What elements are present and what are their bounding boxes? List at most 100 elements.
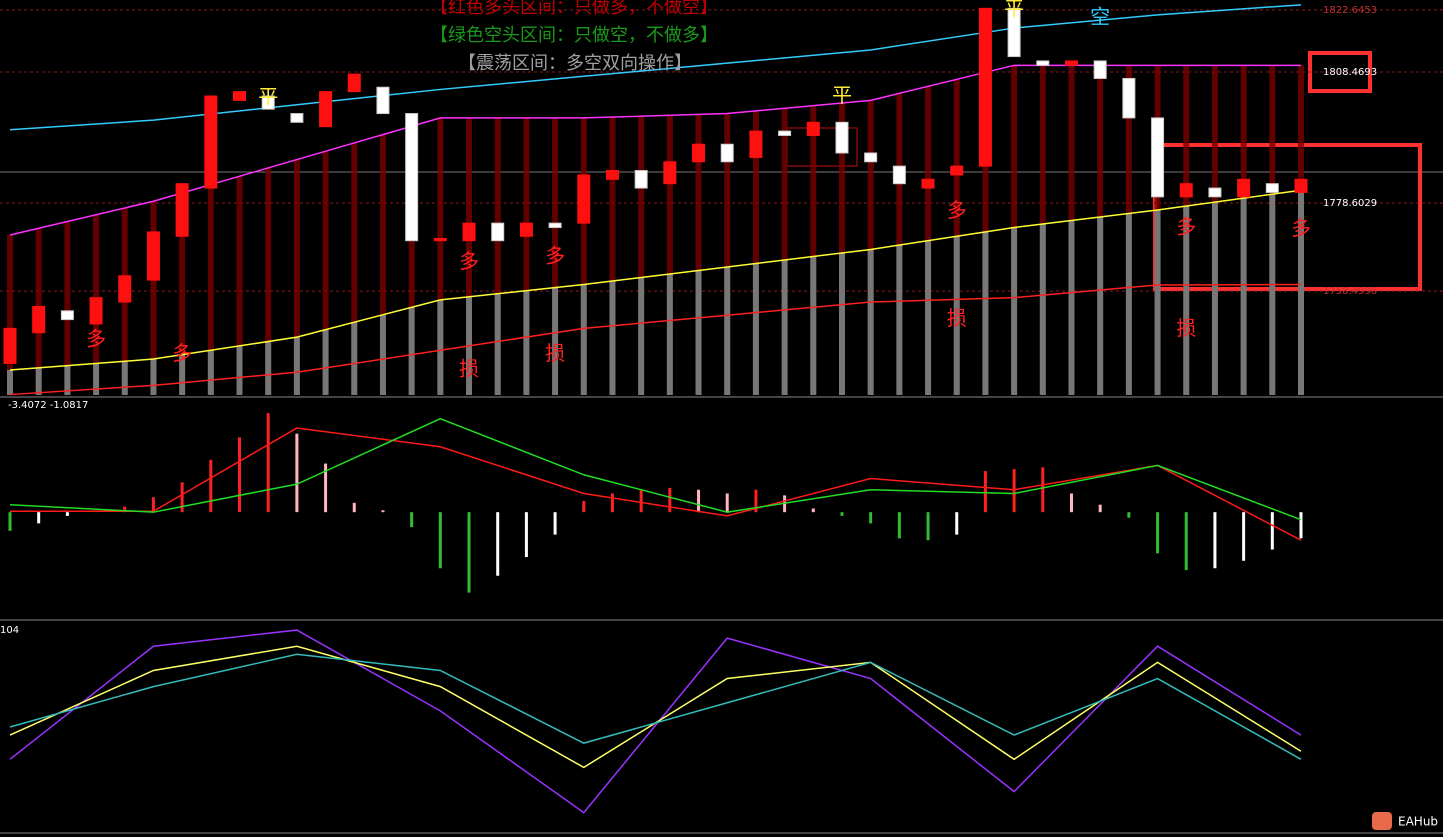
signal-marker: 损 xyxy=(459,357,479,381)
band-stripe xyxy=(1298,190,1304,395)
band-stripe xyxy=(638,277,645,395)
band-stripe xyxy=(207,350,214,395)
candle xyxy=(1093,60,1107,79)
band-stripe xyxy=(1211,202,1218,395)
signal-marker: 平 xyxy=(258,84,278,108)
band-stripe xyxy=(179,354,186,395)
signal-marker: 多 xyxy=(947,198,967,222)
band-stripe xyxy=(293,337,300,395)
zone-stripe xyxy=(752,110,759,395)
candle xyxy=(1151,117,1165,198)
indicator-line xyxy=(9,653,1302,760)
candle xyxy=(433,237,447,242)
zone-stripe xyxy=(666,115,673,395)
candle xyxy=(1122,77,1136,119)
band-stripe xyxy=(379,314,386,395)
candle xyxy=(950,165,964,176)
candle xyxy=(319,91,333,128)
candle xyxy=(634,170,648,189)
indicator-line xyxy=(9,283,1302,396)
candle xyxy=(146,231,160,281)
candle xyxy=(233,91,247,101)
candle xyxy=(663,161,677,185)
candle xyxy=(778,130,792,136)
zone-stripe xyxy=(552,117,559,395)
zone-stripe xyxy=(810,105,817,395)
zone-stripe xyxy=(781,108,788,395)
candle xyxy=(577,174,591,224)
signal-marker: 平 xyxy=(1004,0,1024,21)
band-stripe xyxy=(666,274,673,395)
indicator-line xyxy=(9,189,1302,371)
band-stripe xyxy=(925,240,932,395)
band-stripe xyxy=(580,284,587,395)
zone-stripe xyxy=(265,167,272,395)
zone-stripe xyxy=(7,234,13,395)
candle xyxy=(978,7,992,167)
band-stripe xyxy=(1240,198,1247,395)
legend-note: 【绿色空头区间：只做空，不做多】 xyxy=(430,25,718,46)
candle xyxy=(462,222,476,242)
signal-marker: 损 xyxy=(947,306,967,330)
candle xyxy=(290,113,304,123)
signal-marker: 多 xyxy=(545,243,565,267)
candle xyxy=(1064,60,1078,66)
zone-stripe xyxy=(867,100,874,395)
candle xyxy=(1237,178,1251,198)
candle xyxy=(405,113,419,242)
band-stripe xyxy=(7,370,13,395)
zone-stripe xyxy=(293,159,300,395)
band-stripe xyxy=(838,252,845,395)
zone-stripe xyxy=(322,151,329,395)
candle xyxy=(1036,60,1050,66)
band-stripe xyxy=(552,287,559,395)
zone-stripe xyxy=(437,117,444,395)
zone-stripe xyxy=(236,176,243,395)
zone-stripe xyxy=(523,117,530,395)
band-stripe xyxy=(982,231,989,395)
candle xyxy=(1007,7,1021,58)
zone-stripe xyxy=(609,117,616,395)
candle xyxy=(749,130,763,158)
band-stripe xyxy=(1068,220,1075,395)
band-stripe xyxy=(93,363,100,395)
candle xyxy=(1265,183,1279,193)
zone-stripe xyxy=(64,221,71,395)
band-stripe xyxy=(351,322,358,395)
zone-stripe xyxy=(580,117,587,395)
band-stripe xyxy=(35,367,42,395)
band-stripe xyxy=(265,341,272,395)
legend-note: 【红色多头区间：只做多，不做空】 xyxy=(430,0,718,18)
candle xyxy=(921,178,935,189)
band-stripe xyxy=(1011,227,1018,395)
signal-marker: 多 xyxy=(86,326,106,350)
signal-marker: 多 xyxy=(1176,214,1196,238)
signal-marker: 损 xyxy=(1176,316,1196,340)
band-stripe xyxy=(1269,194,1276,395)
band-stripe xyxy=(1097,217,1104,395)
indicator-line xyxy=(10,427,1302,541)
candle xyxy=(1179,183,1193,198)
zone-stripe xyxy=(638,116,645,396)
candle xyxy=(261,95,275,110)
candle xyxy=(692,143,706,163)
indicator-line xyxy=(9,417,1302,521)
band-stripe xyxy=(1125,213,1132,395)
candle xyxy=(835,121,849,154)
indicator-line xyxy=(9,4,1302,131)
candle xyxy=(175,183,189,237)
zone-stripe xyxy=(408,126,415,396)
legend-note: 【震荡区间：多空双向操作】 xyxy=(458,53,692,74)
band-stripe xyxy=(781,259,788,395)
zone-stripe xyxy=(351,142,358,395)
watermark: EAHub xyxy=(1398,815,1438,829)
band-stripe xyxy=(408,307,415,395)
band-stripe xyxy=(953,236,960,395)
band-stripe xyxy=(121,361,128,395)
price-label: 1822.6453 xyxy=(1323,5,1377,16)
candle xyxy=(32,305,46,334)
band-stripe xyxy=(609,281,616,395)
candle xyxy=(118,275,132,303)
candle xyxy=(491,222,505,242)
